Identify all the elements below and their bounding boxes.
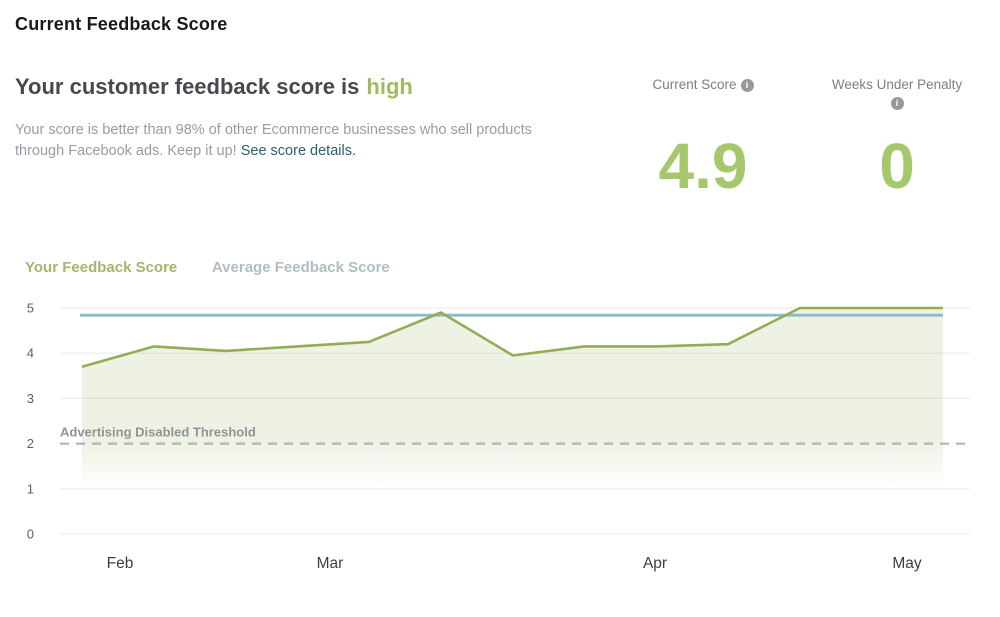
current-score-stat: Current Score i 4.9 [613, 76, 793, 198]
description-text: Your score is better than 98% of other E… [15, 122, 532, 159]
legend-average-feedback-score[interactable]: Average Feedback Score [211, 259, 390, 276]
weeks-under-penalty-label: Weeks Under Penalty [831, 77, 963, 92]
feedback-score-chart: 0 1 2 3 4 5 Advertising Disabled Threshold Feb M… [0, 290, 1000, 617]
y-tick-label: 2 [27, 436, 34, 451]
legend-your-feedback-score[interactable]: Your Feedback Score [25, 259, 178, 276]
feedback-headline: Your customer feedback score is high [15, 74, 413, 100]
current-score-label: Current Score [652, 77, 737, 92]
y-tick-label: 4 [27, 346, 34, 361]
threshold-label: Advertising Disabled Threshold [60, 425, 256, 440]
your-score-line [81, 306, 943, 369]
see-score-details-link[interactable]: See score details. [240, 143, 356, 159]
score-description: Your score is better than 98% of other E… [15, 120, 580, 162]
info-icon[interactable]: i [890, 97, 904, 110]
y-tick-label: 1 [27, 481, 34, 496]
page-title: Current Feedback Score [15, 14, 228, 34]
chart-legend: Your Feedback Score Average Feedback Sco… [25, 259, 390, 276]
headline-prefix: Your customer feedback score is [15, 74, 360, 99]
x-month-label: May [892, 555, 922, 572]
y-tick-label: 5 [27, 301, 34, 316]
x-month-label: Mar [317, 555, 344, 572]
current-score-value: 4.9 [658, 130, 748, 202]
headline-status-high: high [366, 74, 413, 99]
your-score-area [82, 308, 943, 520]
x-month-label: Feb [107, 555, 134, 572]
y-tick-label: 3 [27, 391, 34, 406]
x-month-label: Apr [643, 555, 667, 572]
weeks-under-penalty-value: 0 [879, 130, 915, 202]
y-tick-label: 0 [27, 527, 34, 542]
info-icon[interactable]: i [740, 79, 754, 92]
weeks-under-penalty-stat: Weeks Under Penalty i 0 [812, 76, 982, 198]
